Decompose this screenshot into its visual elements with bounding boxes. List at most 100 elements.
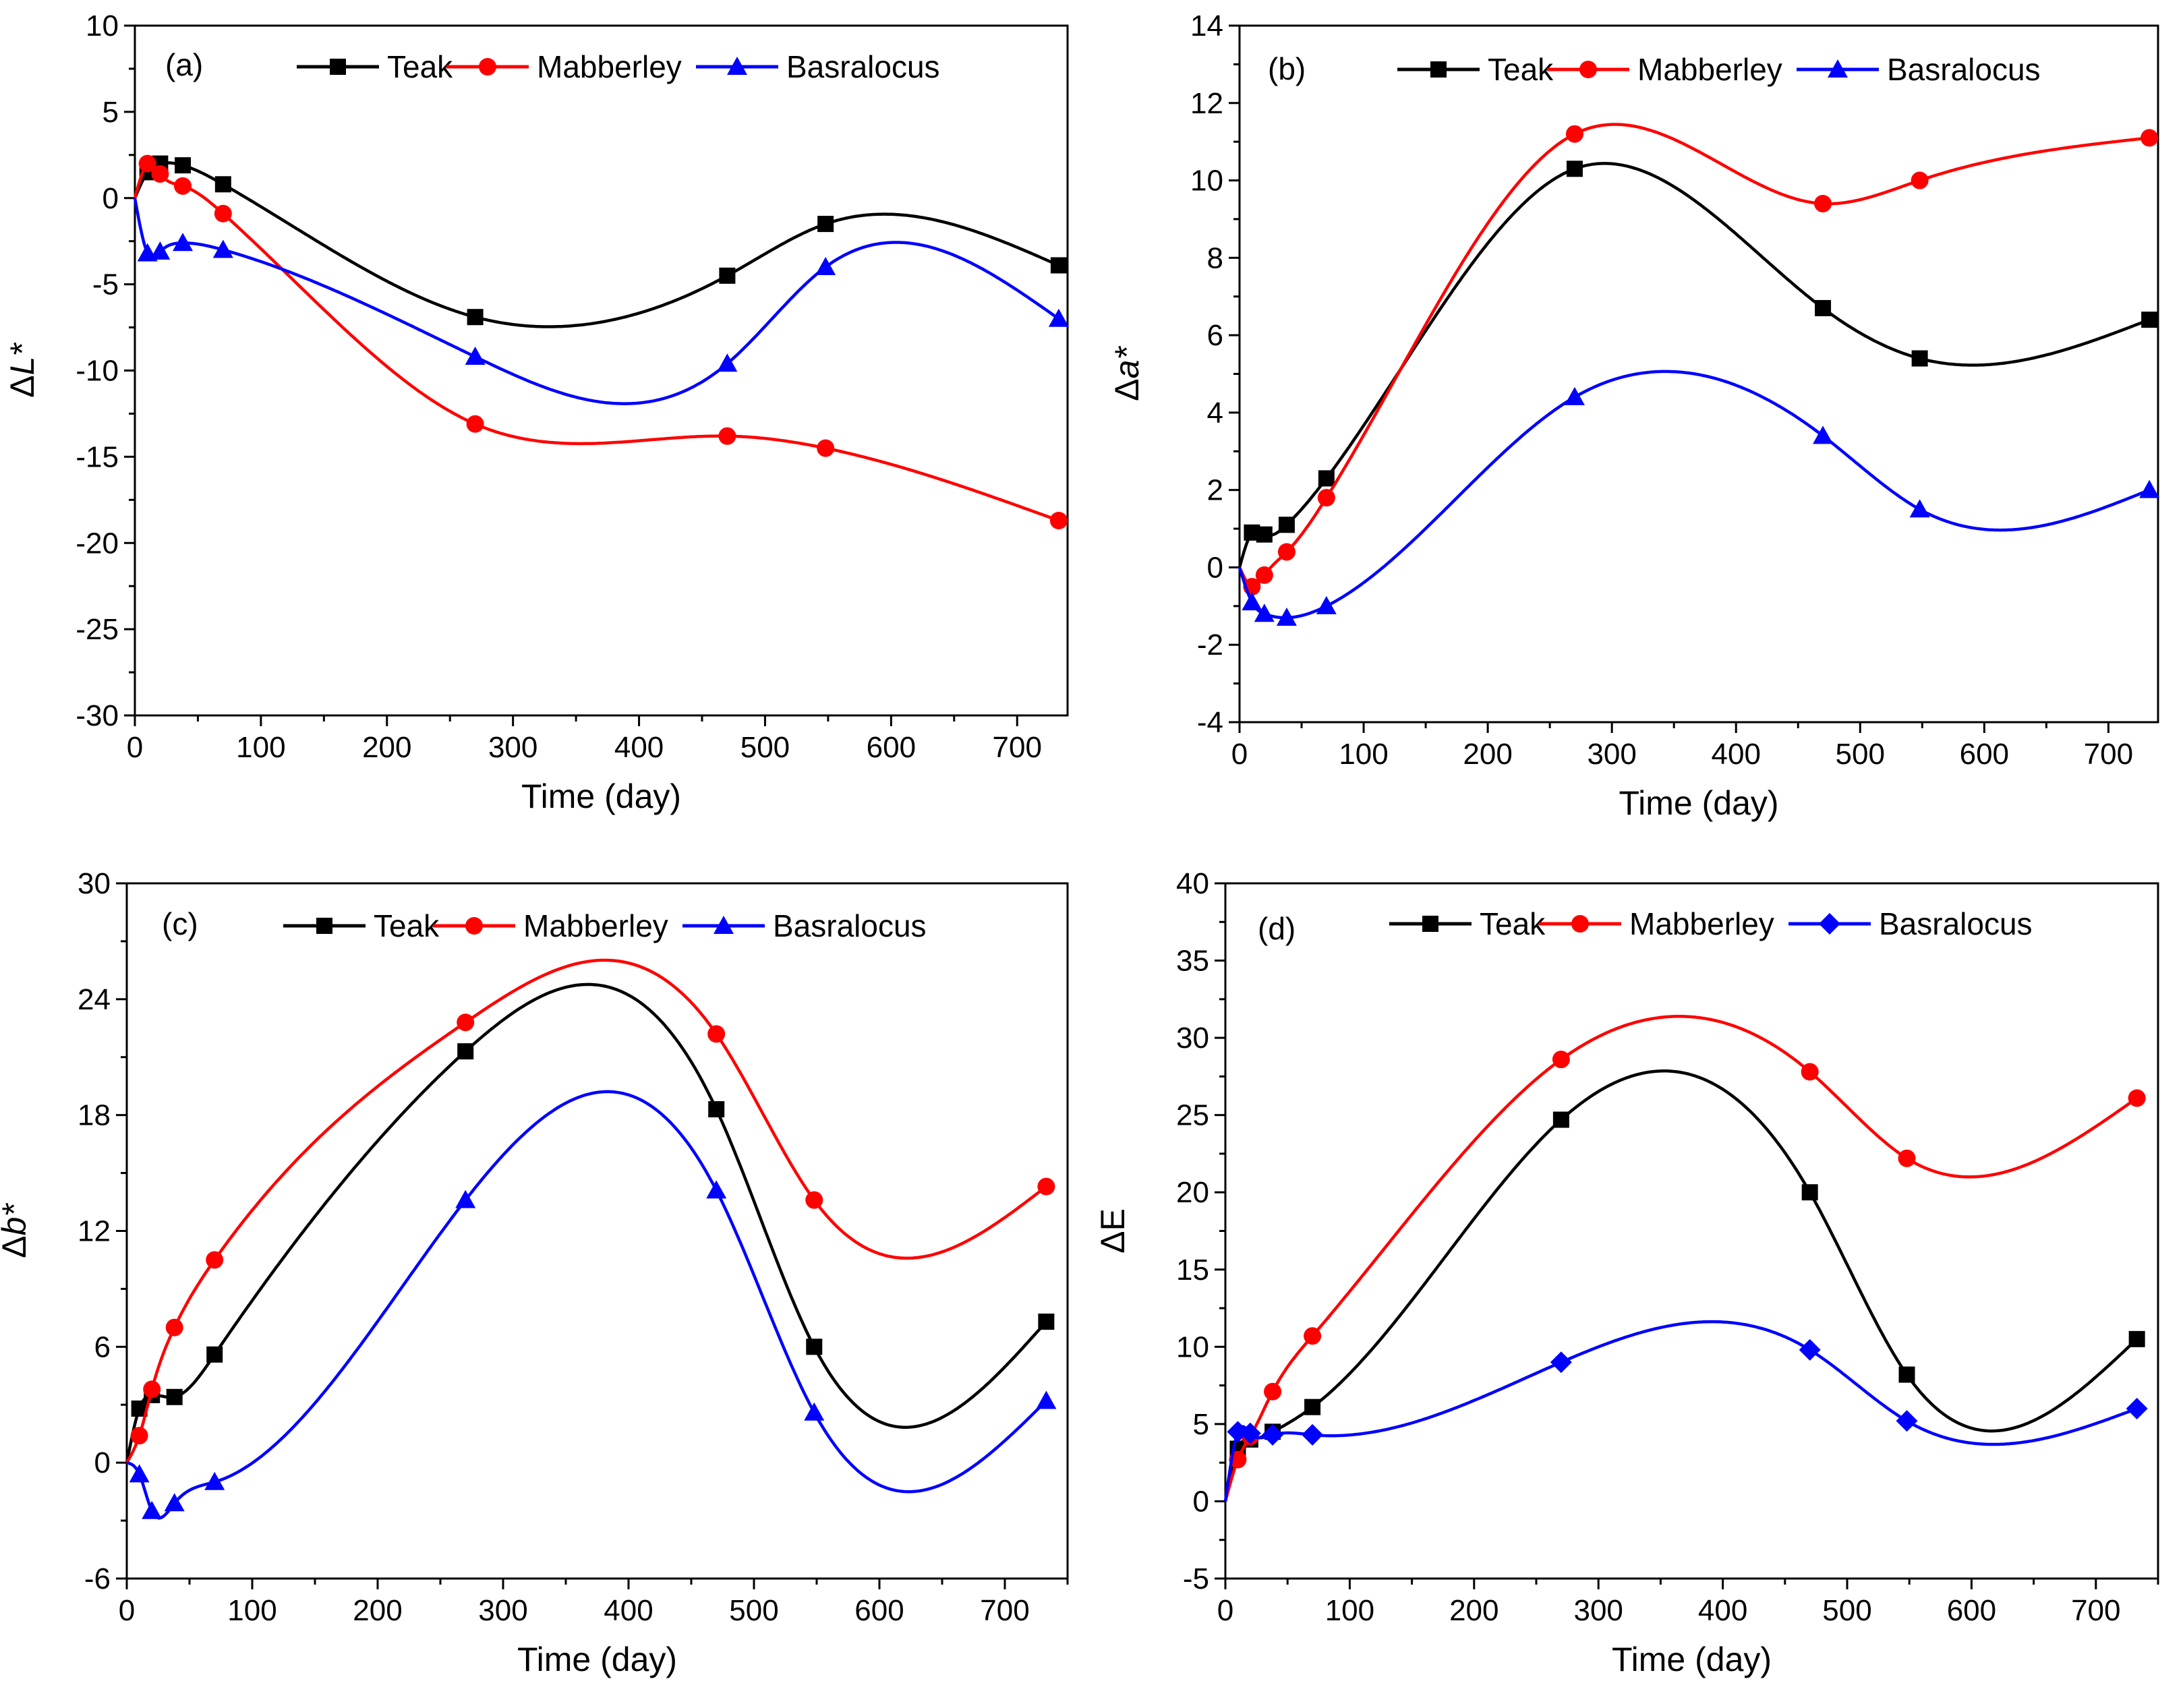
legend-marker-mabberley: [465, 917, 483, 935]
data-point-mabberley: [718, 427, 736, 445]
panel-label: (b): [1268, 51, 1306, 86]
legend-label-basralocus: Basralocus: [1887, 52, 2041, 87]
data-point-teak: [1552, 1111, 1569, 1128]
y-tick-label: 6: [94, 1330, 111, 1363]
y-axis-title-delta: Δ: [3, 375, 41, 397]
y-tick-label: 35: [1176, 945, 1209, 978]
data-point-basralocus: [1227, 1421, 1249, 1443]
data-point-teak: [1050, 257, 1067, 274]
x-tick-label: 700: [980, 1594, 1029, 1627]
y-axis-title-var: L*: [3, 343, 41, 376]
data-point-teak: [1898, 1366, 1915, 1383]
x-tick-label: 500: [729, 1594, 778, 1627]
y-tick-label: 15: [1176, 1254, 1209, 1287]
data-point-mabberley: [151, 165, 169, 183]
series-line-teak: [1223, 1069, 2138, 1502]
y-tick-label: 6: [1207, 319, 1223, 352]
series-mabberley: [1238, 123, 2159, 596]
series-teak: [1238, 160, 2158, 568]
legend-marker-basralocus: [714, 916, 734, 934]
chart-panel-d: 0 100 200 300 400 500 600 700-50510152025303540…: [1094, 867, 2159, 1678]
x-tick-label: 200: [362, 731, 411, 764]
data-point-mabberley: [143, 1380, 161, 1398]
x-tick-label: 700: [993, 731, 1042, 764]
y-tick-label: 5: [103, 96, 119, 129]
y-tick-label: 18: [78, 1099, 111, 1132]
data-point-teak: [214, 176, 231, 193]
data-point-teak: [1815, 299, 1832, 316]
series-teak: [1223, 1069, 2145, 1502]
x-tick-label: 100: [1339, 738, 1388, 771]
legend-label-mabberley: Mabberley: [1637, 52, 1782, 87]
legend-label-basralocus: Basralocus: [786, 49, 940, 84]
data-point-basralocus: [1254, 603, 1275, 622]
panel-label: (a): [165, 47, 203, 82]
plot-frame: [134, 24, 1069, 717]
y-axis-title-var: b*: [0, 1203, 33, 1236]
y-tick-label: 0: [1207, 551, 1223, 584]
y-axis-title: Δb*: [0, 1203, 33, 1258]
y-tick-label: 10: [1176, 1330, 1209, 1363]
x-tick-label: 400: [604, 1594, 653, 1627]
data-point-teak: [1278, 517, 1295, 533]
chart-panel-b: 0 100 200 300 400 500 600 700 -4 -2 0 2 4 6 8 10 12 14 Tim…: [1108, 9, 2160, 822]
legend-marker-basralocus: [1828, 59, 1848, 78]
data-point-mabberley: [817, 439, 835, 457]
x-tick-label: 400: [1712, 738, 1761, 771]
plot-frame: [1224, 882, 2159, 1580]
legend-marker-teak: [330, 59, 346, 75]
data-point-basralocus: [706, 1180, 727, 1199]
series-line-basralocus: [1223, 1320, 2138, 1502]
y-tick-label: 12: [78, 1215, 111, 1248]
data-point-teak: [1038, 1314, 1055, 1330]
legend-label-mabberley: Mabberley: [537, 49, 682, 84]
series-line-mabberley: [133, 161, 1059, 523]
x-axis-title: Time (day): [1612, 1641, 1772, 1678]
data-point-mabberley: [1898, 1149, 1916, 1167]
data-point-teak: [1256, 526, 1273, 543]
legend-label-mabberley: Mabberley: [1629, 906, 1774, 941]
data-point-basralocus: [173, 233, 194, 252]
data-point-mabberley: [1552, 1051, 1570, 1069]
data-point-teak: [817, 216, 834, 233]
y-tick-label: -15: [76, 440, 119, 473]
series-line-basralocus: [126, 1090, 1047, 1520]
series-line-mabberley: [1238, 123, 2150, 589]
y-tick-label: 24: [78, 983, 111, 1016]
data-point-mabberley: [165, 1318, 183, 1336]
series-basralocus: [1223, 1320, 2148, 1502]
data-point-mabberley: [174, 177, 192, 195]
data-point-mabberley: [1304, 1327, 1322, 1345]
data-point-mabberley: [2141, 129, 2159, 147]
x-axis-title: Time (day): [521, 777, 681, 815]
y-axis-title-delta: Δ: [0, 1235, 33, 1258]
data-point-mabberley: [1317, 489, 1335, 507]
x-tick-label: 600: [854, 1594, 904, 1627]
legend-label-mabberley: Mabberley: [523, 908, 668, 943]
legend: Teak Mabberley Basralocus: [297, 49, 940, 84]
data-point-mabberley: [466, 415, 484, 433]
data-point-mabberley: [1565, 125, 1583, 143]
series-mabberley: [125, 958, 1055, 1464]
x-tick-label: 500: [1836, 738, 1885, 771]
data-point-mabberley: [1814, 194, 1832, 212]
legend-label-teak: Teak: [387, 49, 453, 84]
data-point-basralocus: [1896, 1410, 1918, 1432]
x-tick-label: 600: [867, 731, 916, 764]
legend-label-teak: Teak: [1488, 52, 1554, 87]
x-tick-label: 400: [614, 731, 664, 764]
data-point-teak: [1318, 470, 1335, 487]
legend-label-teak: Teak: [374, 908, 440, 943]
series-line-mabberley: [125, 958, 1047, 1464]
data-point-teak: [2141, 312, 2158, 328]
legend-label-teak: Teak: [1480, 906, 1546, 941]
data-point-basralocus: [1799, 1338, 1821, 1361]
y-tick-label: -5: [92, 268, 119, 301]
chart-panel-a: 0 100 200 300 400 500 600 700 -30 -25 -20 -15 -10 -5 0…: [3, 9, 1069, 815]
data-point-mabberley: [707, 1025, 726, 1043]
legend-marker-mabberley: [479, 58, 496, 76]
y-tick-label: 0: [94, 1446, 111, 1479]
y-tick-label: -6: [84, 1562, 111, 1595]
series-line-teak: [133, 161, 1059, 328]
series-teak: [133, 155, 1067, 328]
